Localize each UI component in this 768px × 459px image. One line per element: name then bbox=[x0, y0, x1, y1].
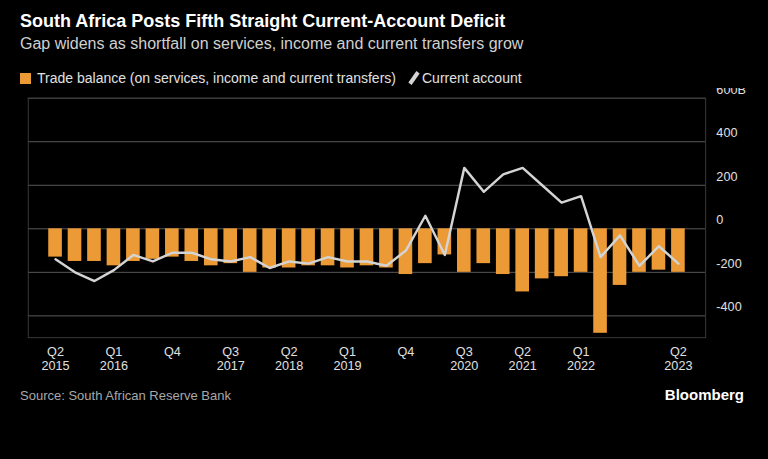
svg-text:Q22018: Q22018 bbox=[275, 345, 303, 374]
svg-text:Q12019: Q12019 bbox=[333, 345, 361, 374]
svg-text:200: 200 bbox=[716, 170, 737, 184]
svg-text:Q12022: Q12022 bbox=[567, 345, 595, 374]
html-text:South Africa Posts Fifth Strai: South Africa Posts Fifth Straight Curren… bbox=[20, 11, 506, 31]
svg-text:Q22015: Q22015 bbox=[41, 345, 69, 374]
svg-text:Q22023: Q22023 bbox=[664, 345, 692, 374]
html-text:Bloomberg: Bloomberg bbox=[664, 386, 744, 404]
svg-text:Q4: Q4 bbox=[397, 345, 414, 359]
svg-text:Q12016: Q12016 bbox=[100, 345, 128, 374]
svg-text:Q32017: Q32017 bbox=[217, 345, 245, 374]
svg-text:-200: -200 bbox=[716, 257, 741, 271]
html-text:Gap widens as shortfall on ser: Gap widens as shortfall on services, inc… bbox=[20, 35, 524, 52]
svg-text:Q4: Q4 bbox=[164, 345, 181, 359]
svg-text:Q22021: Q22021 bbox=[509, 345, 537, 374]
svg-text:Q32020: Q32020 bbox=[450, 345, 478, 374]
html-text:Trade balance (on services, in: Trade balance (on services, income and c… bbox=[37, 70, 396, 86]
html-text:Current account: Current account bbox=[422, 70, 522, 86]
svg-text:600B: 600B bbox=[716, 88, 746, 97]
svg-text:400: 400 bbox=[716, 126, 737, 140]
svg-text:-400: -400 bbox=[716, 300, 741, 314]
svg-text:0: 0 bbox=[716, 213, 723, 227]
html-text:Source: South African Reserve: Source: South African Reserve Bank bbox=[20, 388, 231, 404]
